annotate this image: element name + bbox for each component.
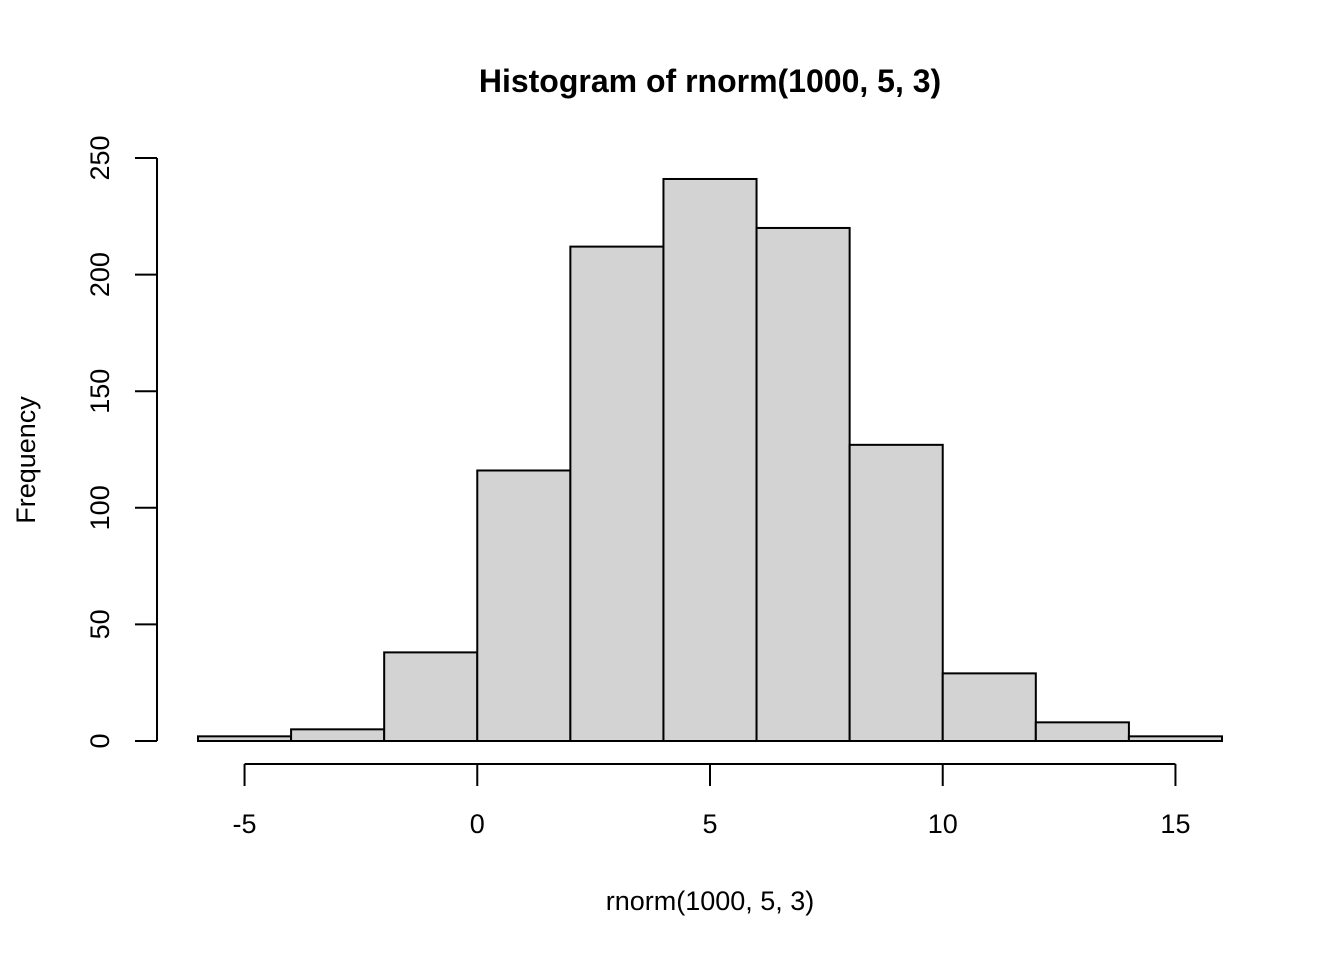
histogram-bar (1034, 721, 1130, 742)
histogram-bar (197, 735, 293, 742)
histogram-bar (755, 226, 851, 742)
y-tick-label: 200 (85, 252, 115, 297)
chart-title: Histogram of rnorm(1000, 5, 3) (479, 63, 941, 99)
histogram-bar (1127, 735, 1223, 742)
x-tick-label: 0 (470, 809, 485, 839)
y-tick-label: 150 (85, 369, 115, 414)
y-tick-label: 250 (85, 135, 115, 180)
x-tick-label: 5 (702, 809, 717, 839)
y-tick-label: 100 (85, 485, 115, 530)
histogram-bar (290, 728, 386, 743)
histogram-bar (476, 469, 572, 742)
x-axis-label: rnorm(1000, 5, 3) (606, 886, 815, 916)
histogram-bar (941, 672, 1037, 743)
y-axis: 0 50 100 150 200 250 (85, 135, 158, 749)
x-tick-label: 10 (928, 809, 958, 839)
x-tick-label: 15 (1160, 809, 1190, 839)
y-tick-label: 0 (85, 733, 115, 748)
x-tick-label: -5 (233, 809, 257, 839)
y-tick-label: 50 (85, 609, 115, 639)
histogram-bar (383, 651, 479, 742)
histogram-bar (569, 245, 665, 742)
bars-group (197, 177, 1223, 743)
histogram-bar (848, 443, 944, 742)
y-axis-label: Frequency (11, 396, 41, 524)
x-axis: -5 0 5 10 15 (233, 763, 1190, 839)
histogram-bar (662, 177, 758, 743)
